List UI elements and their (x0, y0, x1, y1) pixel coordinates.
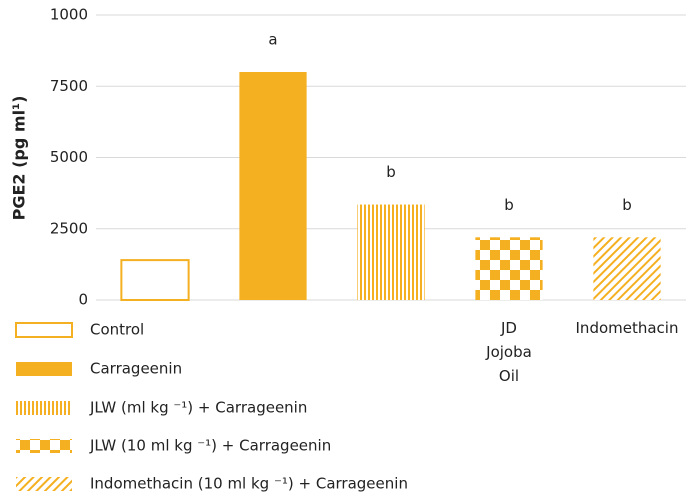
legend-label: JLW (ml kg ⁻¹) + Carrageenin (89, 399, 307, 417)
y-tick-label: 1000 (50, 6, 88, 24)
legend-label: JLW (10 ml kg ⁻¹) + Carrageenin (89, 437, 331, 455)
bar (475, 237, 543, 300)
legend-label: Carrageenin (90, 360, 182, 378)
bar-annotation: a (268, 31, 277, 49)
bar (239, 72, 307, 300)
y-tick-label: 7500 (50, 77, 88, 95)
legend-swatch (15, 322, 73, 338)
legend-swatch (16, 401, 72, 415)
y-tick-label: 5000 (50, 148, 88, 166)
legend-label: Control (90, 321, 144, 339)
y-axis-label: PGE2 (pg ml¹) (10, 96, 29, 221)
bar (357, 204, 425, 300)
bar (593, 237, 661, 300)
x-tick-label: JD Jojoba Oil (486, 319, 532, 385)
y-tick-label: 0 (78, 291, 88, 309)
bar (120, 259, 190, 302)
y-tick-label: 2500 (50, 219, 88, 237)
bar-annotation: b (622, 196, 632, 214)
legend-swatch (16, 439, 72, 453)
legend-swatch (16, 477, 72, 491)
bar-annotation: b (504, 196, 514, 214)
legend-label: Indomethacin (10 ml kg ⁻¹) + Carrageenin (90, 475, 408, 493)
x-tick-label: Indomethacin (575, 319, 679, 337)
bar-annotation: b (386, 163, 396, 181)
legend-swatch (16, 362, 72, 376)
